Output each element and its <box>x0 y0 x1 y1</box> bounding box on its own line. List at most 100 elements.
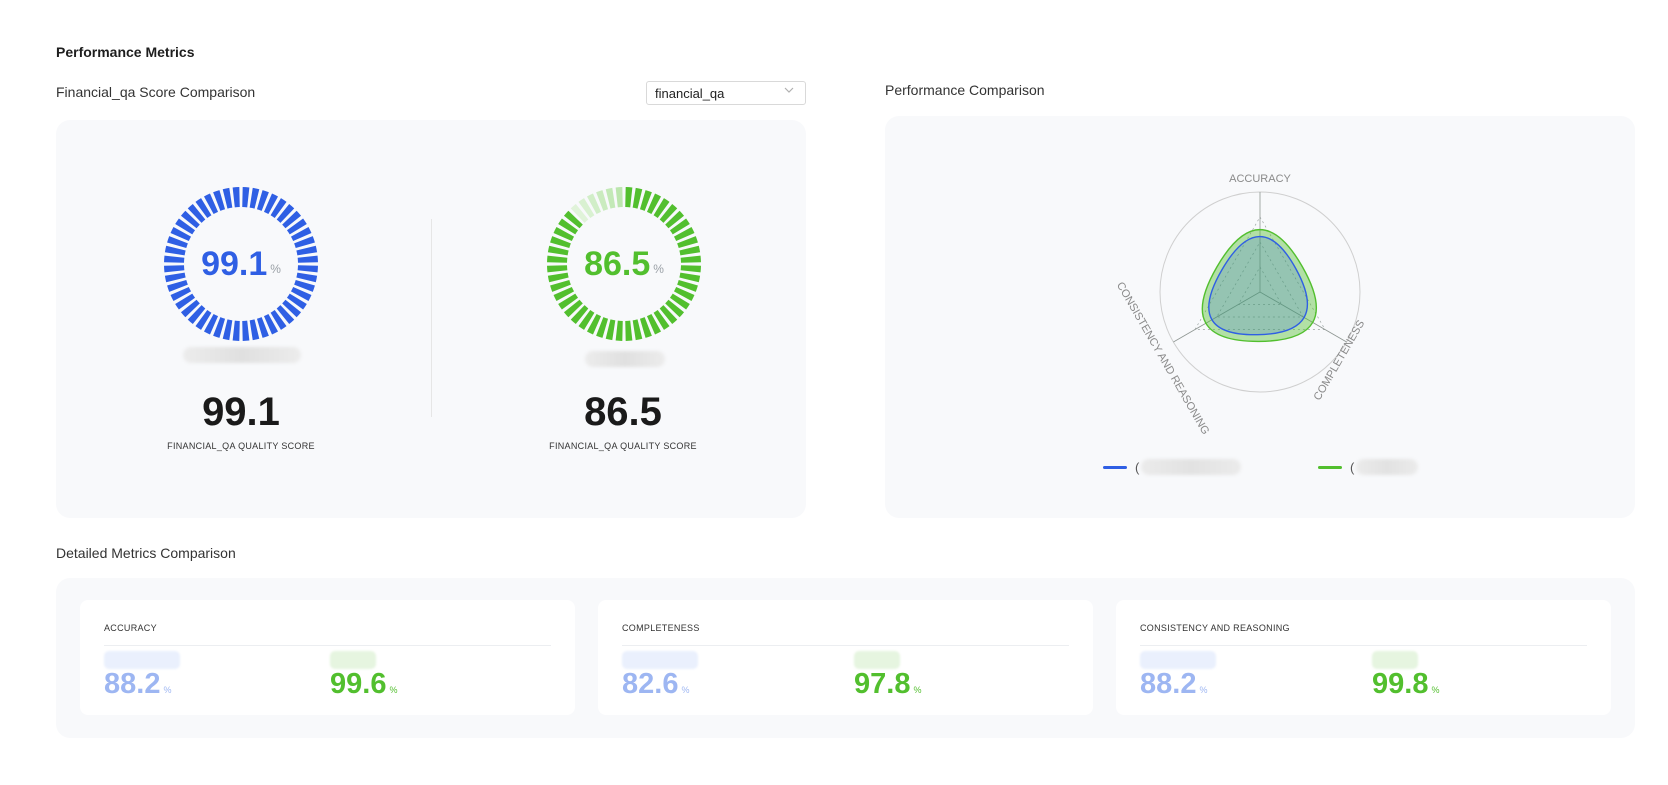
value-unit: % <box>913 685 922 695</box>
radar-legend-model-b[interactable]: ( <box>1318 459 1419 475</box>
radar-legend-model-a[interactable]: ( <box>1103 459 1242 475</box>
gauge-segment <box>297 255 318 263</box>
detailed-metrics-title: Detailed Metrics Comparison <box>56 545 236 561</box>
gauge-segment <box>294 279 315 292</box>
model-a-score: 99.1 <box>202 390 280 434</box>
model-b-score-caption: FINANCIAL_QA QUALITY SCORE <box>549 441 697 451</box>
gauge-segment <box>550 279 571 292</box>
gauge-segment <box>665 210 685 229</box>
metric-card-consistency: CONSISTENCY AND REASONING 88.2% 99.8% <box>1116 600 1611 715</box>
gauge-segment <box>249 319 260 341</box>
gauge-segment <box>282 210 302 229</box>
gauge-segment <box>249 187 260 209</box>
gauge-segment <box>276 203 295 223</box>
gauge-segment <box>547 265 568 273</box>
gauge-segment <box>625 320 633 341</box>
value-unit: % <box>681 685 690 695</box>
score-gauge-model-a: 99.1 % <box>161 184 321 349</box>
gauge-segment <box>296 272 318 283</box>
gauge-segment <box>232 320 240 341</box>
value-unit: % <box>163 685 172 695</box>
gauge-segment <box>213 317 226 338</box>
gauge-segment <box>232 187 240 208</box>
metric-value-model-b: 99.8% <box>1372 668 1439 701</box>
gauge-segment <box>553 286 575 302</box>
value-unit: % <box>1431 685 1440 695</box>
gauge-segment <box>180 299 200 318</box>
gauge-segment <box>256 317 269 338</box>
gauge-segment <box>639 190 652 211</box>
gauge-segment <box>615 320 623 341</box>
gauge-segment <box>550 236 571 249</box>
gauge-segment <box>605 187 616 209</box>
score-gauge-model-b: 86.5 % <box>544 184 704 349</box>
gauge-segment <box>175 293 196 310</box>
gauge-segment <box>170 286 192 302</box>
gauge-segment <box>263 313 279 335</box>
gauge-segment <box>646 313 662 335</box>
value-number: 88.2 <box>104 668 161 700</box>
gauge-segment <box>677 236 698 249</box>
value-number: 99.8 <box>1372 668 1429 700</box>
gauge-segment <box>680 265 701 273</box>
value-number: 99.6 <box>330 668 387 700</box>
gauge-segment <box>680 255 701 263</box>
metric-card-title: COMPLETENESS <box>622 623 700 633</box>
model-a-name-redacted <box>183 347 301 363</box>
chevron-down-icon <box>783 84 795 99</box>
gauge-segment <box>296 245 318 256</box>
gauge-segment <box>679 245 701 256</box>
metric-card-title: ACCURACY <box>104 623 157 633</box>
gauge-segment <box>659 203 678 223</box>
gauge-segment <box>195 198 212 219</box>
value-number: 82.6 <box>622 668 679 700</box>
page-title: Performance Metrics <box>56 44 195 60</box>
model-b-label-redacted <box>1372 651 1418 669</box>
gauge-segment <box>570 305 589 325</box>
legend-paren: ( <box>1350 459 1355 475</box>
gauge-segment <box>242 187 250 208</box>
dataset-select-value: financial_qa <box>655 85 725 101</box>
gauge-segment <box>222 319 233 341</box>
gauge-segment <box>164 265 185 273</box>
gauge-segment <box>203 313 219 335</box>
gauge-segment <box>659 305 678 325</box>
panel-divider <box>431 219 432 417</box>
gauge-segment <box>673 286 695 302</box>
gauge-segment <box>180 210 200 229</box>
gauge-segment <box>558 218 579 235</box>
gauge-segment <box>270 198 287 219</box>
gauge-segment <box>547 255 568 263</box>
metric-card-completeness: COMPLETENESS 82.6% 97.8% <box>598 600 1093 715</box>
gauge-segment <box>653 198 670 219</box>
gauge-segment <box>669 293 690 310</box>
gauge-segment <box>213 190 226 211</box>
dataset-select[interactable]: financial_qa <box>646 81 806 105</box>
value-unit: % <box>1199 685 1208 695</box>
gauge-segment <box>286 218 307 235</box>
gauge-segment <box>586 193 602 215</box>
gauge-segment <box>578 309 595 330</box>
model-a-score-caption: FINANCIAL_QA QUALITY SCORE <box>167 441 315 451</box>
gauge-segment <box>290 286 312 302</box>
metric-value-model-b: 97.8% <box>854 668 921 701</box>
gauge-segment <box>203 193 219 215</box>
gauge-segment <box>669 218 690 235</box>
gauge-segment <box>263 193 279 215</box>
gauge-segment <box>175 218 196 235</box>
gauge-segment <box>639 317 652 338</box>
gauge-ring <box>547 187 701 341</box>
legend-swatch <box>1103 465 1127 469</box>
metric-card-divider <box>1140 645 1587 646</box>
radar-panel <box>885 116 1635 518</box>
gauge-segment <box>570 203 589 223</box>
gauge-segment <box>653 309 670 330</box>
model-a-label-redacted <box>622 651 698 669</box>
gauge-segment <box>164 245 186 256</box>
gauge-segment <box>294 236 315 249</box>
gauge-segment <box>563 299 583 318</box>
metric-card-divider <box>104 645 551 646</box>
gauge-segment <box>187 203 206 223</box>
gauge-segment <box>547 245 569 256</box>
metric-card-accuracy: ACCURACY 88.2% 99.6% <box>80 600 575 715</box>
